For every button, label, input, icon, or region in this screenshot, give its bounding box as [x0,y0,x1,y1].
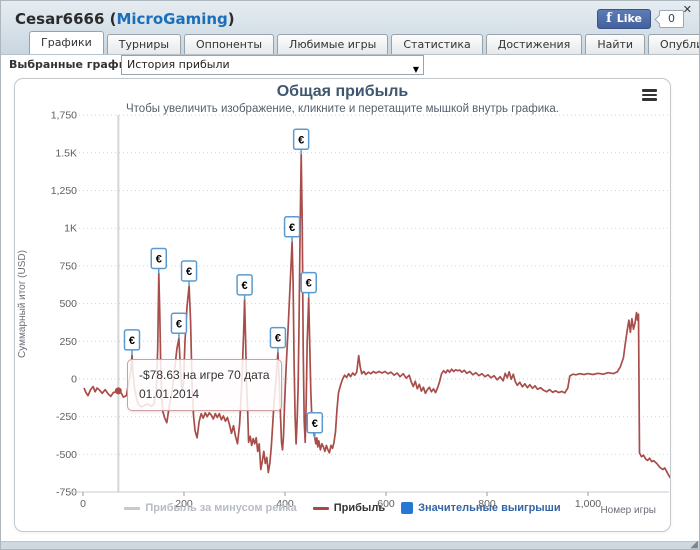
legend-label: Прибыль [333,502,386,514]
euro-icon: € [306,278,312,290]
legend-item-2[interactable]: Прибыль [312,502,386,514]
legend-label: Значительные выигрыши [418,502,561,514]
y-tick-label: -500 [56,449,77,461]
x-axis-title: Номер игры [600,505,656,516]
graph-select-dropdown[interactable]: История прибыли ▼ [121,55,424,75]
y-tick-label: 1.5K [55,147,77,159]
chart-title: Общая прибыль [276,83,409,100]
like-count: 0 [668,12,675,25]
y-tick-label: 1K [64,223,77,235]
y-tick-label: 1,750 [51,110,77,122]
resize-handle-icon[interactable]: ◢ [690,539,698,550]
facebook-f-icon: f [606,11,612,26]
euro-icon: € [186,266,192,278]
y-tick-label: -750 [56,487,77,499]
euro-icon: € [275,333,281,345]
like-count-badge: 0 [654,10,684,28]
legend-label: Прибыль за минусом рейка [145,502,297,514]
significant-win-marker[interactable] [300,271,317,294]
euro-icon: € [129,335,135,347]
chart-legend: Прибыль за минусом рейка Прибыль Значитель… [15,502,670,514]
x-tick-label: 1,000 [575,498,601,510]
hamburger-menu-icon[interactable] [642,89,657,103]
tooltip-line1: -$78.63 на игре 70 дата [139,368,270,382]
tab-3[interactable]: Оппоненты [184,34,275,54]
tab-4[interactable]: Любимые игры [277,34,389,54]
graph-select-label: Выбранные графики: [9,58,146,71]
legend-line-icon [124,506,141,510]
tab-bar: Графики Турниры Оппоненты Любимые игры Стати… [29,31,699,54]
legend-item-1[interactable]: Прибыль за минусом рейка [124,502,297,514]
x-tick-label: 400 [276,498,294,510]
x-tick-label: 600 [377,498,395,510]
tab-8[interactable]: Опубликовать [648,34,699,54]
significant-win-marker[interactable] [170,312,188,335]
y-tick-label: 0 [71,374,77,386]
significant-win-marker[interactable] [123,329,141,351]
legend-square-icon [401,502,414,514]
legend-item-3[interactable]: Значительные выигрыши [401,502,561,514]
chart-tooltip: -$78.63 на игре 70 дата 01.01.2014 [127,359,282,412]
y-tick-label: -250 [56,411,77,423]
x-tick-label: 200 [175,498,193,510]
tab-5[interactable]: Статистика [391,34,483,54]
bottom-strip [1,541,699,549]
euro-icon: € [289,222,295,234]
network-link[interactable]: MicroGaming [116,10,228,28]
graph-select-value: История прибыли [127,58,230,71]
euro-icon: € [298,134,304,146]
page-title: Cesar6666 (MicroGaming) [15,10,235,28]
x-tick-label: 0 [80,498,86,510]
like-label: Like [616,12,642,25]
y-tick-label: 500 [59,298,77,310]
tooltip-line2: 01.01.2014 [139,387,200,402]
like-count-notch [654,14,665,25]
x-tick-label: 800 [478,498,496,510]
y-axis-title: Суммарный итог (USD) [17,250,28,358]
significant-win-marker[interactable] [283,216,301,238]
euro-icon: € [312,418,318,430]
tab-2[interactable]: Турниры [106,34,182,54]
player-name: Cesar6666 ( [15,10,117,28]
facebook-like-widget: f Like 0 [597,9,684,29]
title-suffix: ) [227,10,235,28]
euro-icon: € [156,253,162,265]
significant-win-marker[interactable] [292,128,310,151]
significant-win-marker[interactable] [180,260,198,282]
chevron-down-icon: ▼ [412,65,419,74]
y-tick-label: 1,250 [51,185,77,197]
significant-win-marker[interactable] [150,247,167,270]
y-tick-label: 250 [59,336,77,348]
y-tick-label: 750 [59,260,77,272]
significant-win-marker[interactable] [236,274,253,296]
chart-panel: Общая прибыль Чтобы увеличить изображени… [14,78,671,532]
close-icon[interactable]: ✕ [682,3,692,16]
euro-icon: € [242,280,248,292]
legend-line-icon [312,506,329,510]
hovered-point-dot [114,387,122,395]
significant-win-marker[interactable] [269,326,287,349]
significant-win-marker[interactable] [306,412,324,434]
euro-icon: € [176,318,182,330]
chart-subtitle: Чтобы увеличить изображение, кликните и … [126,103,559,115]
tab-7[interactable]: Найти [585,34,646,54]
tab-1[interactable]: Графики [29,31,104,54]
facebook-like-button[interactable]: f Like [597,9,651,29]
tab-6[interactable]: Достижения [485,34,583,54]
